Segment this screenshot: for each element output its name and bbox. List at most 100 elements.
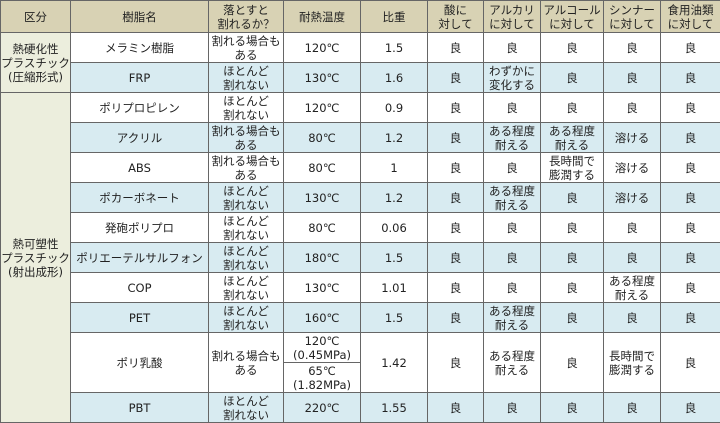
header-heat-resistance: 耐熱温度 [284,1,361,33]
breakage-cell: ほとんど 割れない [209,243,284,273]
acid-resistance-cell: 良 [428,153,484,183]
resin-name-cell: ポリ乳酸 [71,333,209,393]
alcohol-resistance-cell: 良 [541,213,604,243]
header-alkali: アルカリ に対して [484,1,541,33]
acid-resistance-cell: 良 [428,273,484,303]
alkali-resistance-cell: わずかに 変化する [484,63,541,93]
alkali-resistance-cell: 良 [484,33,541,63]
breakage-cell: ほとんど 割れない [209,213,284,243]
breakage-cell: 割れる場合も ある [209,153,284,183]
acid-resistance-cell: 良 [428,333,484,393]
alkali-resistance-cell: ある程度 耐える [484,333,541,393]
thinner-resistance-cell: 溶ける [604,153,661,183]
specific-gravity-cell: 1.5 [361,303,428,333]
thinner-resistance-cell: 良 [604,243,661,273]
alkali-resistance-cell: ある程度 耐える [484,123,541,153]
heat-resistance-cell: 120℃ (0.45MPa) [284,333,361,363]
resin-name-cell: ポカーボネート [71,183,209,213]
alkali-resistance-cell: ある程度 耐える [484,303,541,333]
heat-resistance-cell: 120℃ [284,93,361,123]
alcohol-resistance-cell: 良 [541,63,604,93]
heat-resistance-cell: 130℃ [284,63,361,93]
breakage-cell: 割れる場合も ある [209,33,284,63]
breakage-cell: 割れる場合も ある [209,333,284,393]
thinner-resistance-cell: 良 [604,303,661,333]
oil-resistance-cell: 良 [661,63,720,93]
alcohol-resistance-cell: 良 [541,243,604,273]
heat-resistance-cell: 80℃ [284,213,361,243]
category-cell: 熱硬化性 プラスチック (圧縮形式) [1,33,71,93]
heat-resistance-cell: 130℃ [284,273,361,303]
thinner-resistance-cell: 長時間で 膨潤する [604,333,661,393]
oil-resistance-cell: 良 [661,93,720,123]
specific-gravity-cell: 0.9 [361,93,428,123]
heat-resistance-cell: 65℃ (1.82MPa) [284,363,361,393]
oil-resistance-cell: 良 [661,123,720,153]
resin-name-cell: ポリエーテルサルフォン [71,243,209,273]
thinner-resistance-cell: 良 [604,33,661,63]
header-row: 区分樹脂名落とすと 割れるか？耐熱温度比重酸に 対してアルカリ に対してアルコー… [1,1,720,33]
alcohol-resistance-cell: 良 [541,33,604,63]
header-specific-gravity: 比重 [361,1,428,33]
alcohol-resistance-cell: 良 [541,393,604,423]
header-alcohol: アルコール に対して [541,1,604,33]
resin-name-cell: メラミン樹脂 [71,33,209,63]
resin-name-cell: COP [71,273,209,303]
breakage-cell: ほとんど 割れない [209,183,284,213]
resin-name-cell: ポリプロピレン [71,93,209,123]
alcohol-resistance-cell: 長時間で 膨潤する [541,153,604,183]
acid-resistance-cell: 良 [428,243,484,273]
oil-resistance-cell: 良 [661,273,720,303]
breakage-cell: 割れる場合も ある [209,123,284,153]
alcohol-resistance-cell: ある程度 耐える [541,123,604,153]
alcohol-resistance-cell: 良 [541,303,604,333]
heat-resistance-cell: 80℃ [284,123,361,153]
breakage-cell: ほとんど 割れない [209,93,284,123]
resin-name-cell: PBT [71,393,209,423]
oil-resistance-cell: 良 [661,153,720,183]
header-breakage: 落とすと 割れるか？ [209,1,284,33]
alkali-resistance-cell: ある程度 耐える [484,183,541,213]
thinner-resistance-cell: 良 [604,93,661,123]
acid-resistance-cell: 良 [428,33,484,63]
oil-resistance-cell: 良 [661,333,720,393]
resin-name-cell: 発砲ポリプロ [71,213,209,243]
acid-resistance-cell: 良 [428,303,484,333]
heat-resistance-cell: 80℃ [284,153,361,183]
acid-resistance-cell: 良 [428,393,484,423]
oil-resistance-cell: 良 [661,393,720,423]
breakage-cell: ほとんど 割れない [209,393,284,423]
category-cell: 熱可塑性 プラスチック (射出成形) [1,93,71,423]
acid-resistance-cell: 良 [428,183,484,213]
specific-gravity-cell: 1.2 [361,183,428,213]
specific-gravity-cell: 1.55 [361,393,428,423]
acid-resistance-cell: 良 [428,93,484,123]
oil-resistance-cell: 良 [661,303,720,333]
heat-resistance-cell: 220℃ [284,393,361,423]
thinner-resistance-cell: ある程度 耐える [604,273,661,303]
thinner-resistance-cell: 良 [604,63,661,93]
thinner-resistance-cell: 良 [604,393,661,423]
specific-gravity-cell: 1.5 [361,243,428,273]
alkali-resistance-cell: 良 [484,213,541,243]
specific-gravity-cell: 1.01 [361,273,428,303]
heat-resistance-cell: 160℃ [284,303,361,333]
specific-gravity-cell: 1.6 [361,63,428,93]
specific-gravity-cell: 1.5 [361,33,428,63]
alcohol-resistance-cell: 良 [541,183,604,213]
acid-resistance-cell: 良 [428,213,484,243]
specific-gravity-cell: 0.06 [361,213,428,243]
header-edible-oil: 食用油類 に対して [661,1,720,33]
header-thinner: シンナー に対して [604,1,661,33]
